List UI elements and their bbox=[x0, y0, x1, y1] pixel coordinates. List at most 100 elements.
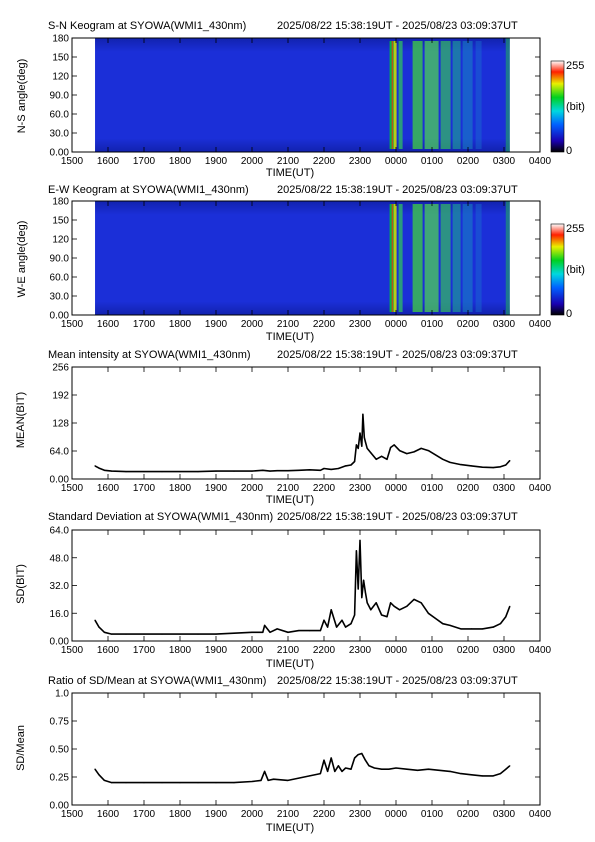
keogram-sn-xtick-label: 2100 bbox=[277, 156, 300, 167]
keogram-sn-ylabel: N-S angle(deg) bbox=[16, 59, 28, 134]
keogram-ew-xtick-label: 0100 bbox=[421, 319, 444, 330]
keogram-ew-aurora-band bbox=[398, 204, 403, 312]
ratio-point bbox=[373, 767, 375, 769]
mean-point bbox=[103, 469, 105, 471]
keogram-sn-aurora-band bbox=[391, 41, 394, 149]
keogram-ew-aurora-band bbox=[475, 204, 482, 312]
keogram-sn-colorbar-unit: (bit) bbox=[566, 101, 585, 113]
sd-point bbox=[287, 631, 289, 633]
mean-point bbox=[481, 466, 483, 468]
sd-plot: 1500 1600 1700 1800 1900 2000 2100 2200 2300 0000… bbox=[50, 526, 552, 657]
sd-xtick-label: 1700 bbox=[133, 645, 156, 656]
keogram-sn-aurora-band bbox=[475, 41, 482, 149]
mean-point bbox=[143, 470, 145, 473]
keogram-sn-aurora-band bbox=[452, 41, 461, 149]
ratio-point bbox=[345, 767, 347, 769]
mean-xtick-label: 0000 bbox=[385, 483, 408, 494]
sd-point bbox=[125, 633, 127, 635]
mean-series-line bbox=[94, 413, 511, 473]
sd-ytick-label: 0.00 bbox=[50, 637, 70, 648]
ratio-xtick-label: 0100 bbox=[421, 809, 444, 820]
sd-point bbox=[427, 612, 429, 614]
sd-point bbox=[327, 626, 329, 628]
ratio-point bbox=[264, 770, 266, 773]
mean-point bbox=[98, 467, 100, 469]
keogram-ew-xlabel: TIME(UT) bbox=[266, 331, 314, 343]
ratio-point bbox=[388, 768, 390, 770]
keogram-ew-xtick-label: 1600 bbox=[97, 319, 120, 330]
keogram-sn-colorbar bbox=[550, 60, 565, 153]
mean-point bbox=[399, 449, 401, 452]
mean-point bbox=[361, 445, 363, 447]
ratio-point bbox=[319, 773, 321, 775]
mean-xtick-label: 2000 bbox=[241, 483, 264, 494]
keogram-ew-colorbar-min: 0 bbox=[566, 308, 572, 320]
ratio-point bbox=[125, 782, 127, 784]
sd-title: Standard Deviation at SYOWA(WMI1_430nm) bbox=[48, 511, 273, 523]
sd-xlabel: TIME(UT) bbox=[266, 658, 314, 670]
keogram-sn-xtick-label: 2200 bbox=[313, 156, 336, 167]
ratio-point bbox=[143, 782, 145, 784]
sd-point bbox=[197, 633, 199, 635]
ratio-point bbox=[267, 779, 269, 781]
sd-xtick-label: 2100 bbox=[277, 645, 300, 656]
sd-point bbox=[345, 626, 347, 628]
mean-point bbox=[319, 469, 321, 471]
sd-point bbox=[262, 631, 264, 633]
ratio-point bbox=[327, 770, 329, 773]
sd-point bbox=[357, 588, 359, 590]
ratio-point bbox=[103, 779, 105, 781]
ratio-point bbox=[179, 782, 181, 784]
mean-point bbox=[233, 470, 235, 472]
ratio-point bbox=[215, 782, 217, 784]
mean-xtick-label: 1900 bbox=[205, 483, 228, 494]
ratio-ytick-label: 0.50 bbox=[50, 745, 70, 756]
mean-point bbox=[298, 469, 300, 471]
sd-timerange: 2025/08/22 15:38:19UT - 2025/08/23 03:09… bbox=[277, 511, 518, 523]
mean-point bbox=[363, 436, 365, 439]
sd-ytick-label: 16.0 bbox=[50, 609, 70, 620]
mean-point bbox=[362, 413, 364, 415]
keogram-sn-aurora-band bbox=[440, 41, 451, 149]
mean-xtick-label: 0100 bbox=[421, 483, 444, 494]
ratio-point bbox=[505, 768, 507, 770]
keogram-sn-aurora-band bbox=[398, 41, 403, 149]
keogram-sn-plot: 1500 1600 1700 1800 1900 2000 2100 2200 2300 0000… bbox=[50, 34, 552, 168]
mean-xtick-label: 0400 bbox=[529, 483, 552, 494]
ratio-point bbox=[260, 779, 262, 781]
mean-point bbox=[330, 468, 332, 470]
keogram-ew-ytick-label: 90.0 bbox=[50, 254, 70, 265]
mean-point bbox=[309, 469, 311, 471]
mean-intensity-panel: Mean intensity at SYOWA(WMI1_430nm) 2025… bbox=[15, 349, 552, 506]
mean-point bbox=[354, 460, 356, 463]
ratio-point bbox=[161, 782, 163, 784]
keogram-ew-plot: 1500 1600 1700 1800 1900 2000 2100 2200 2300 0000… bbox=[50, 197, 552, 331]
sd-point bbox=[233, 632, 235, 634]
ratio-point bbox=[287, 779, 289, 781]
keogram-ew-colorbar-unit: (bit) bbox=[566, 264, 585, 276]
ratio-point bbox=[449, 770, 451, 773]
keogram-sn-xtick-label: 1800 bbox=[169, 156, 192, 167]
sd-point bbox=[435, 617, 437, 620]
ratio-point bbox=[357, 754, 359, 756]
ratio-xtick-label: 0200 bbox=[457, 809, 480, 820]
sd-xtick-label: 0200 bbox=[457, 645, 480, 656]
sd-series-line bbox=[94, 539, 511, 635]
mean-point bbox=[413, 451, 415, 453]
mean-point bbox=[505, 464, 507, 466]
keogram-sn-edge-band bbox=[505, 38, 510, 152]
sd-xtick-label: 1800 bbox=[169, 645, 192, 656]
keogram-sn-colorbar-max: 255 bbox=[566, 60, 584, 72]
sd-ytick-label: 32.0 bbox=[50, 581, 70, 592]
ratio-point bbox=[309, 775, 311, 777]
mean-xtick-label: 2100 bbox=[277, 483, 300, 494]
keogram-sn-aurora-band bbox=[424, 41, 439, 149]
sd-point bbox=[98, 626, 100, 628]
ratio-point bbox=[350, 768, 352, 770]
mean-xtick-label: 2300 bbox=[349, 483, 372, 494]
ratio-point bbox=[334, 770, 336, 773]
keogram-ew-xtick-label: 2100 bbox=[277, 319, 300, 330]
sd-point bbox=[94, 619, 96, 621]
keogram-ew-xtick-label: 1900 bbox=[205, 319, 228, 330]
ratio-point bbox=[509, 765, 511, 767]
